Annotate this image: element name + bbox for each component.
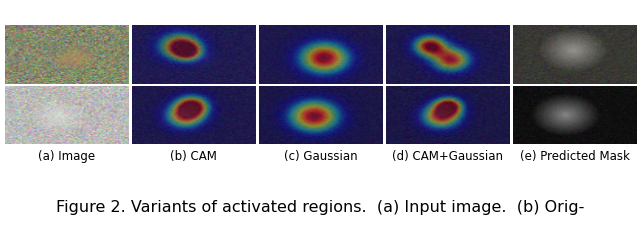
Text: (b) CAM: (b) CAM bbox=[170, 150, 217, 164]
Text: (e) Predicted Mask: (e) Predicted Mask bbox=[520, 150, 630, 164]
Text: (a) Image: (a) Image bbox=[38, 150, 95, 164]
Text: (c) Gaussian: (c) Gaussian bbox=[284, 150, 358, 164]
Text: (d) CAM+Gaussian: (d) CAM+Gaussian bbox=[392, 150, 503, 164]
Text: Figure 2. Variants of activated regions.  (a) Input image.  (b) Orig-: Figure 2. Variants of activated regions.… bbox=[56, 200, 584, 215]
